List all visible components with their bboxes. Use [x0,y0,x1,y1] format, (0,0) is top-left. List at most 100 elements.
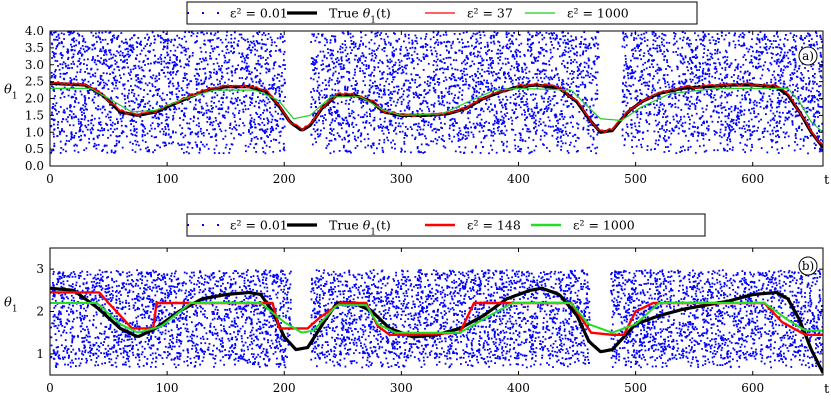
scatter-point [104,38,107,41]
scatter-point [545,107,547,110]
scatter-point [471,74,474,77]
scatter-point [773,60,776,63]
scatter-point [506,112,509,114]
scatter-point [328,84,330,87]
scatter-point [121,67,124,70]
scatter-point [655,139,657,142]
scatter-point [728,92,731,95]
scatter-point [481,68,484,71]
scatter-point [706,127,708,130]
scatter-point [336,57,339,59]
scatter-point [347,108,350,110]
scatter-point [268,83,271,86]
scatter-point [760,65,762,68]
scatter-point [408,100,411,102]
scatter-point [420,45,423,48]
scatter-point [427,85,430,87]
scatter-point [652,59,654,62]
scatter-point [91,44,94,46]
scatter-point [264,104,267,107]
scatter-point [328,112,331,114]
scatter-point [174,54,177,57]
scatter-point [411,78,413,81]
scatter-point [556,37,558,39]
scatter-point [808,80,811,83]
scatter-point [729,125,732,127]
scatter-point [175,57,178,60]
scatter-point [477,67,480,70]
scatter-point [186,122,188,125]
scatter-point [310,134,313,136]
scatter-point [758,39,761,42]
scatter-point [538,120,541,123]
scatter-point [578,111,581,113]
scatter-point [213,152,216,154]
scatter-point [376,92,379,94]
scatter-point [210,39,212,42]
scatter-point [253,105,256,107]
scatter-point [732,146,734,149]
scatter-point [354,71,356,74]
scatter-point [471,151,473,154]
scatter-point [508,32,510,35]
scatter-point [215,119,217,122]
scatter-point [183,151,185,154]
scatter-point [198,74,200,77]
scatter-point [310,103,313,105]
scatter-point [365,111,368,114]
scatter-point [817,62,820,65]
scatter-point [722,123,724,126]
scatter-point [156,122,159,125]
scatter-point [699,90,702,92]
scatter-point [776,129,779,132]
scatter-point [53,135,55,138]
scatter-point [99,83,101,86]
scatter-point [530,93,532,96]
scatter-point [756,67,759,70]
scatter-point [362,105,365,107]
scatter-point [536,129,538,132]
scatter-point [224,38,227,41]
scatter-point [326,57,328,60]
scatter-point [730,76,733,78]
scatter-point [433,46,436,49]
scatter-point [657,143,659,146]
scatter-point [424,45,427,48]
scatter-point [771,56,773,59]
scatter-point [406,107,409,109]
scatter-point [765,49,768,51]
scatter-point [382,132,385,135]
scatter-point [549,99,552,102]
scatter-point [80,124,83,126]
scatter-point [162,48,165,51]
scatter-point [213,102,215,104]
scatter-point [278,141,281,144]
scatter-point [646,121,648,124]
scatter-point [82,130,84,133]
scatter-point [265,43,267,46]
scatter-point [334,120,336,122]
scatter-point [90,132,93,135]
scatter-point [255,81,258,84]
scatter-point [744,131,747,133]
scatter-point [465,83,467,86]
scatter-point [426,83,429,85]
scatter-point [226,48,229,51]
scatter-point [421,109,423,112]
scatter-point [694,57,697,59]
scatter-point [258,31,261,33]
scatter-point [275,89,277,91]
scatter-point [727,93,730,96]
scatter-point [257,96,259,98]
scatter-point [472,122,475,125]
scatter-point [640,143,642,146]
scatter-point [229,100,232,103]
scatter-point [406,52,409,55]
scatter-point [390,97,393,100]
scatter-point [427,124,430,127]
scatter-point [315,141,317,144]
scatter-point [768,95,771,97]
scatter-point [169,56,171,59]
scatter-point [268,101,271,103]
scatter-point [388,67,391,70]
